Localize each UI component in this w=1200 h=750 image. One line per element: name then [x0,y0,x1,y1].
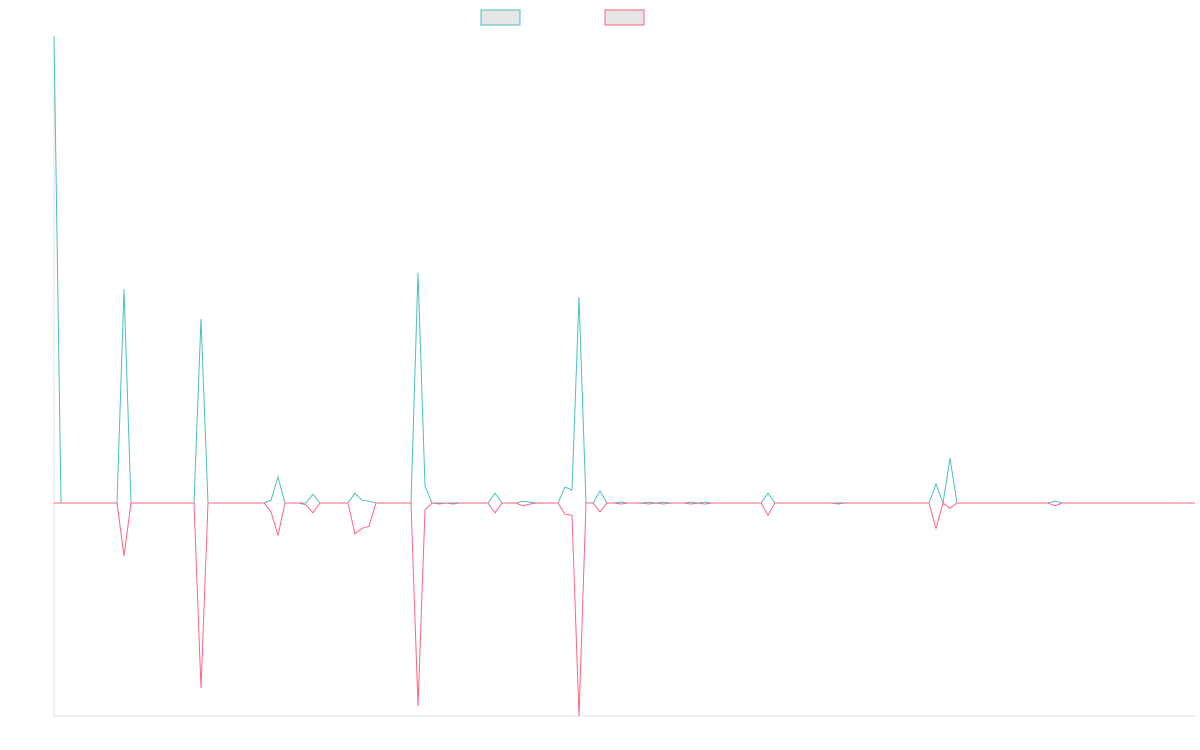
series-line [53,35,1195,505]
series-line [54,502,1195,717]
legend-swatch[interactable] [604,9,645,26]
legend-swatch[interactable] [480,9,521,26]
